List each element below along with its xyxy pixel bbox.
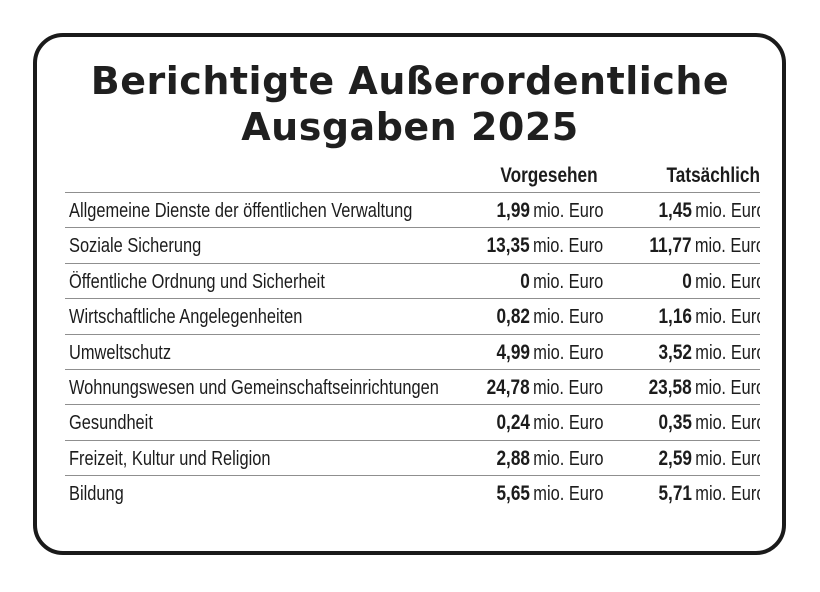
row-label: Allgemeine Dienste der öffentlichen Verw… <box>69 200 413 222</box>
planned-value: 0,82 mio. Euro <box>496 305 603 329</box>
planned-value: 4,99 mio. Euro <box>496 340 603 364</box>
planned-value: 2,88 mio. Euro <box>496 446 603 470</box>
row-label: Bildung <box>69 483 124 506</box>
table-row: Wohnungswesen und Gemeinschaftseinrichtu… <box>65 368 765 404</box>
actual-value: 1,45 mio. Euro <box>658 199 765 222</box>
row-label: Gesundheit <box>69 412 153 435</box>
planned-value: 1,99 mio. Euro <box>496 199 603 222</box>
column-header-actual: Tatsächlich <box>666 164 760 187</box>
row-label: Öffentliche Ordnung und Sicherheit <box>69 270 325 293</box>
planned-value: 24,78 mio. Euro <box>486 375 603 399</box>
table-row: Gesundheit 0,24 mio. Euro 0,35 mio. Euro <box>65 404 765 439</box>
planned-value: 13,35 mio. Euro <box>486 234 603 258</box>
page-title-line-1: Berichtigte Außerordentliche <box>90 59 730 103</box>
column-header-planned: Vorgesehen <box>500 164 598 187</box>
row-label: Wirtschaftliche Angelegenheiten <box>69 306 303 329</box>
table-row: Soziale Sicherung 13,35 mio. Euro 11,77 mi… <box>65 227 765 262</box>
table-row: Wirtschaftliche Angelegenheiten 0,82 mio.… <box>65 298 765 333</box>
actual-value: 1,16 mio. Euro <box>658 305 765 329</box>
row-label: Umweltschutz <box>69 341 172 364</box>
planned-value: 0 mio. Euro <box>519 269 603 293</box>
actual-value: 5,71 mio. Euro <box>658 482 765 506</box>
actual-value: 3,52 mio. Euro <box>658 340 765 364</box>
planned-value: 5,65 mio. Euro <box>496 482 603 506</box>
planned-value: 0,24 mio. Euro <box>496 411 603 435</box>
page-title-line-2: Ausgaben 2025 <box>241 105 579 149</box>
table-row: Allgemeine Dienste der öffentlichen Verw… <box>65 192 765 227</box>
row-label: Freizeit, Kultur und Religion <box>69 447 271 470</box>
row-label: Soziale Sicherung <box>69 235 202 258</box>
separator-mask <box>760 192 776 511</box>
expenditure-table: Allgemeine Dienste der öffentlichen Verw… <box>65 192 776 511</box>
actual-value: 0 mio. Euro <box>681 269 765 293</box>
actual-value: 2,59 mio. Euro <box>658 446 765 470</box>
table-row: Öffentliche Ordnung und Sicherheit 0 mio.… <box>65 262 765 298</box>
actual-value: 11,77 mio. Euro <box>649 234 765 258</box>
actual-value: 23,58 mio. Euro <box>648 375 765 399</box>
table-frame <box>33 33 786 555</box>
row-label: Wohnungswesen und Gemeinschaftseinrichtu… <box>69 376 439 399</box>
table-row: Bildung 5,65 mio. Euro 5,71 mio. Euro <box>65 475 765 510</box>
table-row: Freizeit, Kultur und Religion 2,88 mio. E… <box>65 439 765 475</box>
actual-value: 0,35 mio. Euro <box>658 411 765 435</box>
table-row: Umweltschutz 4,99 mio. Euro 3,52 mio. Euro <box>65 333 765 369</box>
